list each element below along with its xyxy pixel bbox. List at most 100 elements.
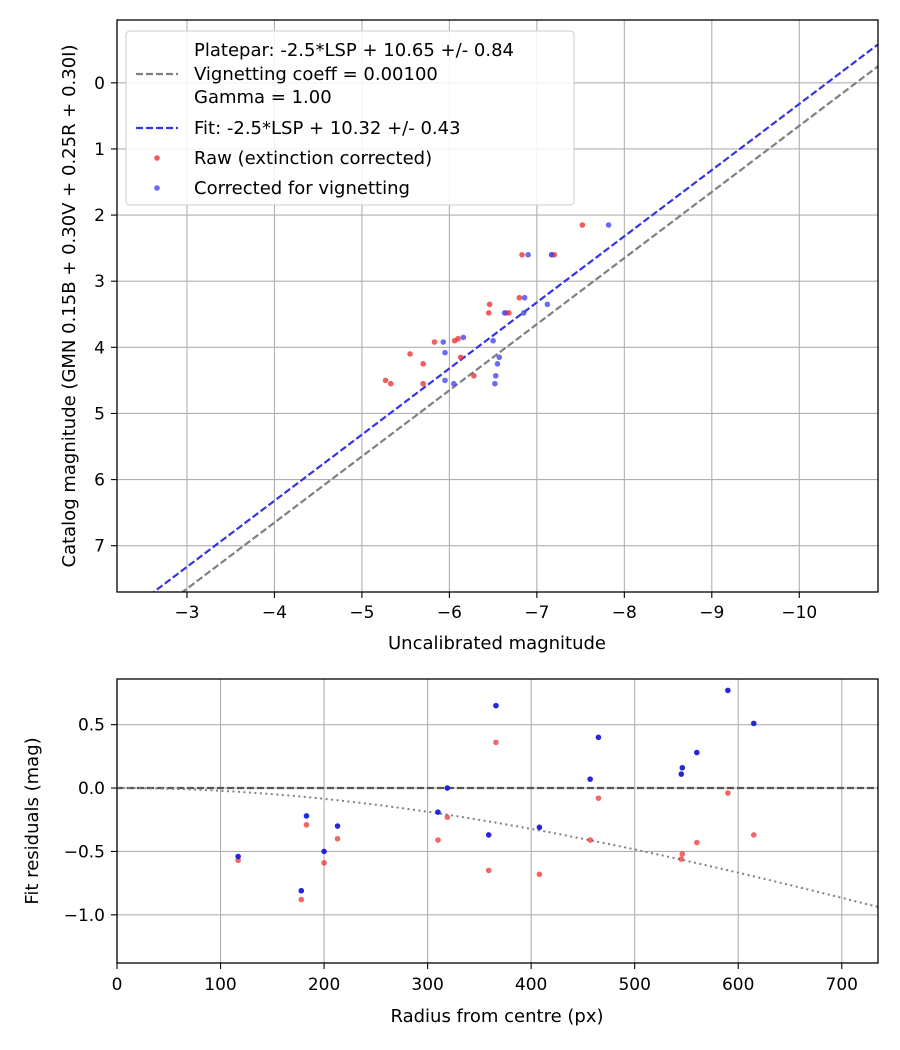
top-point-corrected: [492, 380, 498, 387]
top-point-corrected: [492, 372, 499, 379]
top-point-corrected: [440, 339, 447, 345]
bottom-x-tick-label: 300: [411, 975, 443, 995]
top-point-raw: [407, 351, 413, 357]
top-y-ticks: 0 1 2 3 4 5 6 7: [94, 74, 117, 557]
top-x-tick-label: −9: [699, 603, 724, 623]
top-x-tick-label: −4: [262, 603, 287, 623]
bottom-point-corrected: [694, 749, 700, 756]
bottom-y-ticks: 0.5 0.0 −0.5 −1.0: [64, 716, 117, 926]
bottom-y-tick-label: −1.0: [64, 906, 105, 926]
top-point-corrected: [501, 310, 508, 316]
bottom-point-corrected: [303, 813, 310, 819]
bottom-point-corrected: [485, 832, 492, 838]
top-x-axis-title: Uncalibrated magnitude: [388, 633, 606, 654]
bottom-point-raw: [679, 851, 686, 857]
bottom-point-corrected: [298, 887, 305, 894]
bottom-point-raw: [694, 839, 700, 846]
bottom-point-raw: [485, 867, 492, 874]
bottom-x-tick-label: 100: [204, 975, 236, 995]
top-point-raw: [519, 251, 525, 258]
top-point-raw: [420, 380, 426, 387]
bottom-y-tick-label: −0.5: [64, 842, 105, 862]
bottom-point-corrected: [321, 848, 327, 855]
top-point-raw: [485, 310, 492, 316]
bottom-point-corrected: [725, 687, 731, 694]
top-x-tick-label: −10: [781, 603, 817, 623]
top-point-corrected: [460, 334, 467, 341]
bottom-point-corrected: [587, 776, 593, 782]
top-line-fit: [151, 43, 878, 592]
legend-corrected-text: Corrected for vignetting: [194, 178, 410, 199]
bottom-x-tick-label: 600: [722, 975, 754, 995]
bottom-grid: [116, 679, 878, 963]
legend-fit-text: Fit: -2.5*LSP + 10.32 +/- 0.43: [194, 118, 461, 139]
top-x-tick-label: −3: [174, 603, 199, 623]
top-point-corrected: [520, 310, 527, 316]
bottom-plot-frame: [116, 678, 879, 964]
top-y-tick-label: 6: [94, 471, 105, 491]
top-point-corrected: [490, 337, 496, 344]
top-y-tick-label: 0: [94, 74, 105, 94]
top-point-raw: [451, 337, 458, 344]
bottom-point-corrected: [750, 720, 757, 727]
top-scatter-points: [382, 222, 612, 387]
bottom-point-raw: [587, 837, 593, 843]
legend-platepar-text: Platepar: -2.5*LSP + 10.65 +/- 0.84: [194, 40, 514, 61]
legend-raw-text: Raw (extinction corrected): [194, 148, 432, 169]
top-point-raw: [431, 339, 438, 345]
bottom-point-raw: [298, 896, 305, 903]
top-point-corrected: [450, 380, 457, 387]
bottom-point-raw: [493, 739, 499, 746]
top-point-corrected: [442, 377, 448, 384]
top-x-tick-label: −5: [349, 603, 374, 623]
top-fit-lines: [151, 43, 878, 592]
top-plot-frame: [116, 19, 879, 593]
top-y-tick-label: 3: [94, 272, 105, 292]
bottom-point-corrected: [536, 824, 543, 831]
bottom-point-raw: [678, 856, 685, 862]
bottom-point-raw: [595, 795, 602, 801]
top-point-corrected: [496, 354, 503, 361]
bottom-point-corrected: [678, 771, 685, 777]
legend-vignetting-text: Vignetting coeff = 0.00100: [194, 64, 438, 85]
bottom-point-raw: [536, 871, 543, 878]
bottom-point-corrected: [444, 785, 451, 791]
bottom-point-raw: [321, 860, 327, 866]
bottom-point-raw: [750, 832, 757, 838]
bottom-x-tick-label: 700: [826, 975, 858, 995]
bottom-x-tick-label: 200: [308, 975, 340, 995]
top-point-corrected: [525, 251, 531, 258]
bottom-point-corrected: [435, 809, 441, 815]
top-line-platepar: [180, 65, 878, 592]
top-point-raw: [382, 377, 389, 384]
bottom-x-tick-label: 0: [112, 975, 123, 995]
bottom-point-raw: [725, 790, 731, 796]
top-x-tick-label: −8: [612, 603, 637, 623]
top-point-raw: [457, 354, 464, 361]
top-y-tick-label: 5: [94, 404, 105, 424]
bottom-x-tick-label: 400: [515, 975, 547, 995]
bottom-y-axis-title: Fit residuals (mag): [22, 737, 43, 904]
bottom-point-corrected: [493, 702, 499, 709]
top-point-raw: [516, 294, 523, 301]
top-point-corrected: [544, 301, 551, 308]
top-x-ticks: −3 −4 −5 −6 −7 −8 −9 −10: [174, 592, 817, 623]
legend-box: [125, 30, 575, 206]
legend-raw-marker: [154, 155, 160, 161]
bottom-x-tick-label: 500: [618, 975, 650, 995]
bottom-point-raw: [303, 822, 310, 828]
bottom-vignetting-curve: [117, 787, 878, 908]
bottom-y-tick-label: 0.0: [78, 779, 105, 799]
top-point-corrected: [605, 222, 612, 228]
top-point-raw: [420, 361, 426, 367]
bottom-point-raw: [444, 814, 451, 820]
bottom-point-raw: [334, 835, 341, 842]
top-x-tick-label: −7: [524, 603, 549, 623]
bottom-point-corrected: [679, 764, 686, 771]
top-point-corrected: [548, 251, 555, 258]
bottom-x-axis-title: Radius from centre (px): [390, 1006, 603, 1027]
bottom-scatter-points: [235, 687, 757, 903]
top-point-raw: [579, 222, 586, 228]
bottom-point-raw: [435, 837, 441, 843]
